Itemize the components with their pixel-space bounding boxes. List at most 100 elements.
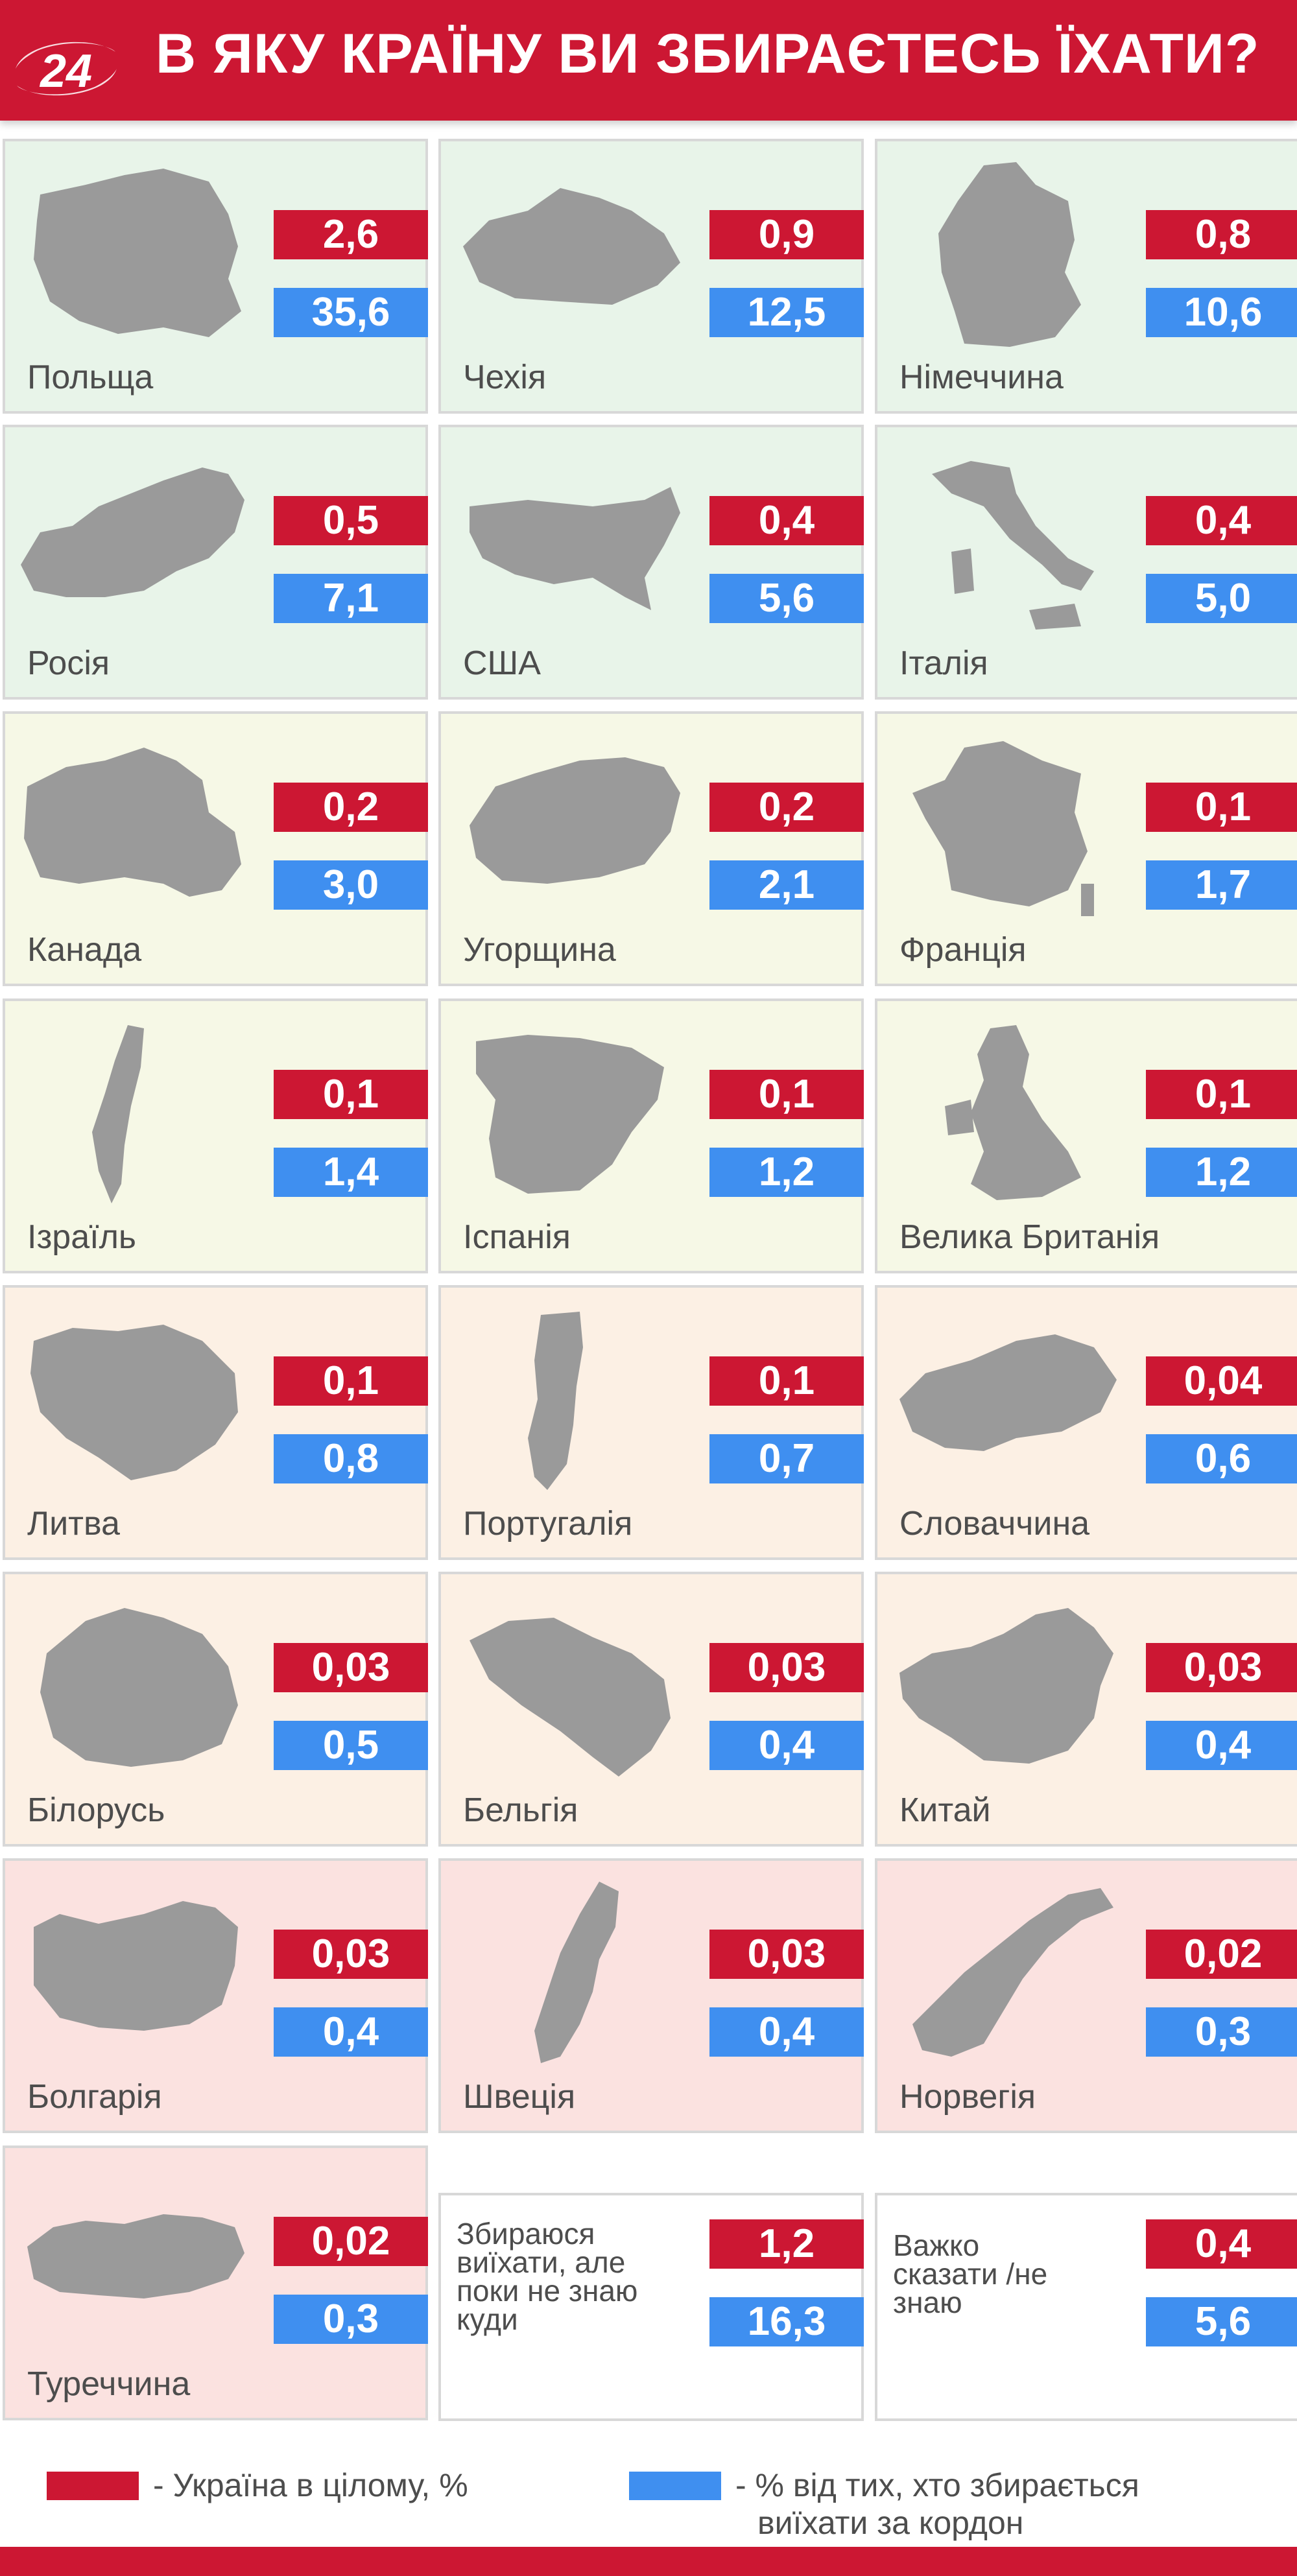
- legend-blue-swatch: [629, 2472, 721, 2500]
- emigrants-value-bar: 1,2: [1146, 1148, 1297, 1197]
- sweden-map-icon: [534, 1882, 619, 2063]
- emigrants-value-bar: 5,0: [1146, 574, 1297, 623]
- portugal-map-icon: [528, 1312, 583, 1490]
- country-cell: 0,2 2,1 Угорщина: [438, 711, 864, 986]
- ukraine-value-bar: 0,03: [709, 1930, 864, 1979]
- ukraine-value-bar: 0,03: [274, 1930, 428, 1979]
- ukraine-value-bar: 0,1: [709, 1356, 864, 1406]
- country-cell: 0,03 0,4 Болгарія: [3, 1858, 428, 2133]
- ukraine-value-bar: 0,1: [709, 1070, 864, 1119]
- country-name: Норвегія: [899, 2078, 1036, 2116]
- usa-map-icon: [470, 487, 680, 610]
- emigrants-value-bar: 0,4: [274, 2007, 428, 2057]
- country-name: Швеція: [463, 2078, 576, 2116]
- country-name: Росія: [27, 644, 110, 682]
- country-name: США: [463, 644, 541, 682]
- ukraine-value-bar: 0,4: [709, 496, 864, 545]
- ukraine-value-bar: 0,1: [274, 1356, 428, 1406]
- germany-map-icon: [938, 162, 1081, 347]
- country-cell: 0,1 1,4 Ізраїль: [3, 998, 428, 1273]
- emigrants-value-bar: 0,4: [709, 1721, 864, 1770]
- ukraine-value-bar: 0,03: [274, 1643, 428, 1692]
- country-name: Франція: [899, 931, 1027, 969]
- footer-bar: [0, 2547, 1297, 2576]
- legend-red-swatch: [47, 2472, 139, 2500]
- answer-label-line: виїхати, але: [457, 2245, 626, 2279]
- answer-label-line: Важко: [893, 2228, 980, 2262]
- legend-blue-label-line-1: - % від тих, хто збирається: [735, 2467, 1139, 2503]
- ukraine-value-bar: 0,1: [1146, 1070, 1297, 1119]
- country-name: Велика Британія: [899, 1218, 1160, 1256]
- emigrants-value-bar: 0,8: [274, 1434, 428, 1483]
- ukraine-value-bar: 0,2: [274, 783, 428, 832]
- ukraine-value-bar: 2,6: [274, 210, 428, 259]
- ukraine-value-bar: 0,03: [1146, 1643, 1297, 1692]
- country-name: Італія: [899, 644, 988, 682]
- country-cell: 0,03 0,4 Швеція: [438, 1858, 864, 2133]
- country-cell: 0,2 3,0 Канада: [3, 711, 428, 986]
- emigrants-value-bar: 0,5: [274, 1721, 428, 1770]
- ukraine-value-bar: 0,02: [274, 2217, 428, 2266]
- country-cell: 0,1 1,2 Велика Британія: [875, 998, 1297, 1273]
- emigrants-value-bar: 5,6: [1146, 2297, 1297, 2346]
- country-name: Польща: [27, 359, 154, 396]
- belarus-map-icon: [40, 1608, 238, 1767]
- legend-red-label: - Україна в цілому, %: [153, 2467, 468, 2503]
- emigrants-value-bar: 16,3: [709, 2297, 864, 2346]
- country-cell: 0,8 10,6 Німеччина: [875, 139, 1297, 414]
- poland-map-icon: [34, 169, 241, 337]
- emigrants-value-bar: 3,0: [274, 860, 428, 910]
- extra-answer-cell: Важко сказати /не знаю 0,4 5,6: [875, 2193, 1297, 2421]
- slovakia-map-icon: [899, 1334, 1117, 1451]
- country-cell: 0,03 0,4 Китай: [875, 1572, 1297, 1847]
- emigrants-value-bar: 0,4: [1146, 1721, 1297, 1770]
- ukraine-value-bar: 0,1: [274, 1070, 428, 1119]
- answer-label-line: знаю: [893, 2286, 962, 2319]
- country-cell: 2,6 35,6 Польща: [3, 139, 428, 414]
- ukraine-value-bar: 0,03: [709, 1643, 864, 1692]
- ukraine-value-bar: 0,5: [274, 496, 428, 545]
- country-cell: 0,03 0,5 Білорусь: [3, 1572, 428, 1847]
- uk-map-icon: [945, 1025, 1081, 1200]
- czechia-map-icon: [463, 188, 680, 305]
- country-cell: 0,4 5,6 США: [438, 425, 864, 700]
- ukraine-value-bar: 0,4: [1146, 2219, 1297, 2269]
- norway-map-icon: [912, 1888, 1113, 2057]
- country-name: Ізраїль: [27, 1218, 137, 1256]
- ukraine-value-bar: 0,02: [1146, 1930, 1297, 1979]
- ukraine-value-bar: 0,04: [1146, 1356, 1297, 1406]
- country-name: Чехія: [463, 359, 547, 396]
- ukraine-value-bar: 0,1: [1146, 783, 1297, 832]
- lithuania-map-icon: [30, 1325, 238, 1480]
- country-cell: 0,1 0,8 Литва: [3, 1285, 428, 1560]
- emigrants-value-bar: 0,3: [274, 2295, 428, 2344]
- emigrants-value-bar: 7,1: [274, 574, 428, 623]
- russia-map-icon: [21, 467, 244, 597]
- country-name: Литва: [27, 1505, 120, 1542]
- spain-map-icon: [476, 1035, 664, 1194]
- country-cell: 0,02 0,3 Туреччина: [3, 2145, 428, 2420]
- extra-answer-cell: Збираюся виїхати, але поки не знаю куди 1,2 1…: [438, 2193, 864, 2421]
- canada-map-icon: [24, 748, 241, 897]
- ukraine-value-bar: 0,2: [709, 783, 864, 832]
- emigrants-value-bar: 12,5: [709, 288, 864, 337]
- logo-text: 24: [39, 45, 92, 97]
- country-cell: 0,9 12,5 Чехія: [438, 139, 864, 414]
- country-name: Угорщина: [463, 931, 616, 969]
- country-name: Бельгія: [463, 1791, 578, 1829]
- logo-24-icon: 24: [16, 41, 117, 97]
- country-name: Португалія: [463, 1505, 633, 1542]
- belgium-map-icon: [470, 1618, 671, 1777]
- france-map-icon: [912, 741, 1094, 916]
- emigrants-value-bar: 2,1: [709, 860, 864, 910]
- israel-map-icon: [92, 1025, 144, 1203]
- country-cell: 0,03 0,4 Бельгія: [438, 1572, 864, 1847]
- emigrants-value-bar: 0,7: [709, 1434, 864, 1483]
- country-name: Канада: [27, 931, 142, 969]
- country-name: Туреччина: [27, 2365, 191, 2403]
- page-title: В ЯКУ КРАЇНУ ВИ ЗБИРАЄТЕСЬ ЇХАТИ?: [156, 23, 1260, 85]
- emigrants-value-bar: 1,4: [274, 1148, 428, 1197]
- ukraine-value-bar: 0,8: [1146, 210, 1297, 259]
- country-cell: 0,1 1,2 Іспанія: [438, 998, 864, 1273]
- header-banner: 24 В ЯКУ КРАЇНУ ВИ ЗБИРАЄТЕСЬ ЇХАТИ?: [0, 0, 1297, 121]
